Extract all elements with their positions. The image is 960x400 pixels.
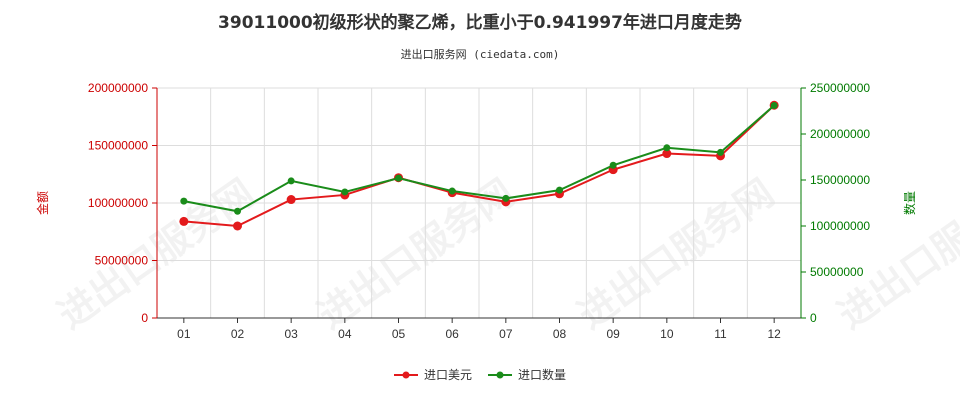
data-point [717,148,724,156]
data-point [286,195,296,205]
right-tick-label: 50000000 [810,265,864,279]
data-point [502,194,510,202]
x-tick-label: 06 [445,327,459,341]
data-point [179,216,189,226]
data-point [341,188,349,196]
watermark-text: 进出口服务网 [830,171,960,338]
x-tick-label: 09 [606,327,620,341]
x-tick-label: 08 [553,327,567,341]
data-point [180,197,188,205]
right-tick-label: 0 [810,311,817,325]
x-tick-label: 04 [338,327,352,341]
legend-label: 进口数量 [518,367,566,382]
data-point [662,149,672,159]
x-tick-label: 11 [714,327,727,341]
x-tick-label: 01 [177,327,191,341]
data-point [663,144,671,152]
left-tick-label: 200000000 [88,81,148,95]
x-tick-label: 12 [767,327,781,341]
right-axis-ticks: 0 50000000 100000000 150000000 200000000 2500… [801,81,870,325]
right-tick-label: 200000000 [810,127,870,141]
series-line [183,104,775,213]
left-tick-label: 0 [141,311,148,325]
series-quantity [180,101,778,215]
data-point [609,161,617,169]
data-point [234,207,241,215]
data-point [233,221,242,231]
right-tick-label: 100000000 [810,219,870,233]
x-tick-label: 07 [499,327,513,341]
right-tick-label: 150000000 [810,173,870,187]
chart-title: 39011000初级形状的聚乙烯，比重小于0.941997年进口月度走势 [218,13,742,33]
x-tick-label: 10 [660,327,674,341]
legend-label: 进口美元 [424,368,472,382]
right-tick-label: 250000000 [810,81,870,95]
series-layer [179,100,779,231]
left-tick-label: 150000000 [88,139,148,153]
data-point [287,177,295,185]
legend-item: 进口美元 [394,368,472,382]
data-point [770,101,778,109]
legend-item: 进口数量 [488,367,566,382]
legend: 进口美元 进口数量 [394,367,566,382]
series-line [183,104,775,228]
legend-swatch-dot [402,371,410,379]
watermark-text: 进出口服务网 [570,171,782,338]
left-tick-label: 50000000 [95,254,149,268]
y-axis-left-label: 金额 [35,191,50,215]
data-point [395,174,402,182]
data-point [448,187,456,195]
y-axis-right-label: 数量 [902,191,917,215]
x-tick-label: 02 [231,327,245,341]
left-axis-ticks: 0 50000000 100000000 150000000 200000000 [88,81,157,325]
x-tick-label: 05 [392,327,406,341]
chart-subtitle: 进出口服务网 (ciedata.com) [400,48,560,61]
x-tick-label: 03 [284,327,298,341]
legend-swatch-dot [496,371,504,379]
watermark-text: 进出口服务网 [50,171,262,338]
x-axis-ticks: 01 02 03 04 05 06 07 08 09 10 11 12 [177,318,781,341]
data-point [556,186,563,194]
left-tick-label: 100000000 [88,196,148,210]
